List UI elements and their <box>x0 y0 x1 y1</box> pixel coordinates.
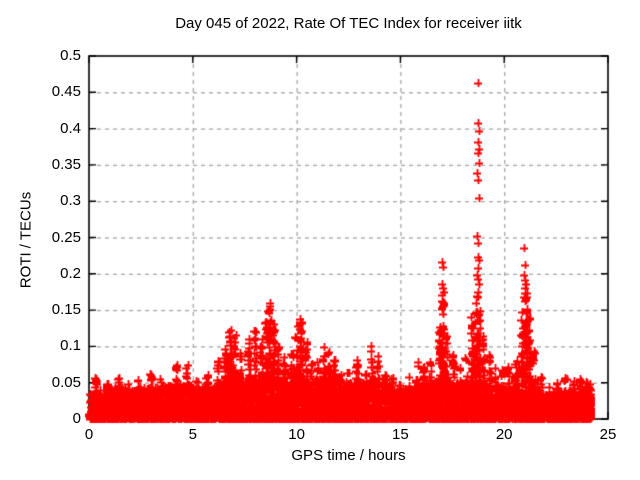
x-tick-label: 10 <box>288 426 305 443</box>
x-tick-label: 5 <box>188 426 197 443</box>
y-tick-label: 0.5 <box>60 47 81 64</box>
y-tick-label: 0.15 <box>51 301 81 319</box>
y-tick-label: 0.05 <box>51 373 81 391</box>
y-tick-label: 0.35 <box>51 155 81 173</box>
y-tick-label: 0.4 <box>60 119 81 137</box>
y-tick-label: 0.2 <box>60 264 81 282</box>
y-tick-label: 0 <box>72 410 81 427</box>
chart-title: Day 045 of 2022, Rate Of TEC Index for r… <box>175 15 522 32</box>
x-tick-label: 15 <box>392 426 409 443</box>
y-tick-label: 0.1 <box>60 337 81 355</box>
y-tick-label: 0.25 <box>51 228 81 246</box>
x-tick-label: 25 <box>599 426 617 443</box>
x-tick-label: 20 <box>495 426 513 443</box>
y-tick-label: 0.45 <box>51 83 81 101</box>
x-axis-label: GPS time / hours <box>291 447 406 464</box>
x-tick-label: 0 <box>84 426 94 443</box>
y-tick-label: 0.3 <box>60 192 81 210</box>
